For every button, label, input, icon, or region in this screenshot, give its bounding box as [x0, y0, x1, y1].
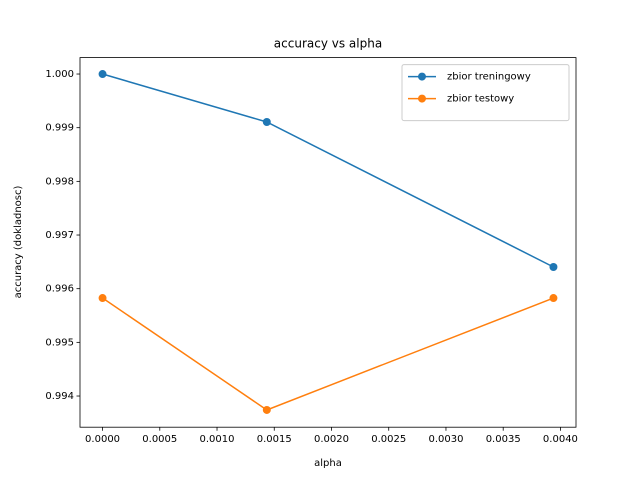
x-tick-label: 0.0010 — [200, 434, 235, 445]
x-tick-label: 0.0030 — [428, 434, 463, 445]
legend-label: zbior testowy — [447, 94, 514, 105]
y-tick-label: 0.998 — [45, 176, 74, 187]
y-tick-label: 0.995 — [45, 337, 74, 348]
legend-marker — [418, 94, 426, 103]
x-tick-label: 0.0035 — [486, 434, 521, 445]
y-tick-label: 0.994 — [45, 391, 74, 402]
x-tick-label: 0.0020 — [314, 434, 349, 445]
point — [98, 70, 107, 79]
legend-box — [401, 64, 570, 122]
point — [262, 117, 271, 126]
legend-marker — [418, 72, 426, 81]
x-tick-label: 0.0000 — [85, 434, 120, 445]
point — [549, 294, 558, 303]
y-tick-label: 0.999 — [45, 123, 74, 134]
y-tick-label: 1.000 — [45, 69, 74, 80]
x-tick-label: 0.0040 — [543, 434, 578, 445]
x-tick-label: 0.0005 — [142, 434, 177, 445]
axes-frame — [79, 57, 577, 428]
legend-label: zbior treningowy — [447, 72, 531, 83]
point — [549, 263, 558, 272]
point — [262, 405, 271, 414]
point — [98, 294, 107, 303]
y-axis-label: accuracy (dokladnosc) — [13, 186, 24, 299]
y-tick-label: 0.997 — [45, 230, 74, 241]
x-axis-label: alpha — [314, 458, 342, 469]
y-tick-label: 0.996 — [45, 284, 74, 295]
x-tick-label: 0.0015 — [257, 434, 292, 445]
x-tick-label: 0.0025 — [371, 434, 406, 445]
chart-title: accuracy vs alpha — [274, 37, 382, 51]
